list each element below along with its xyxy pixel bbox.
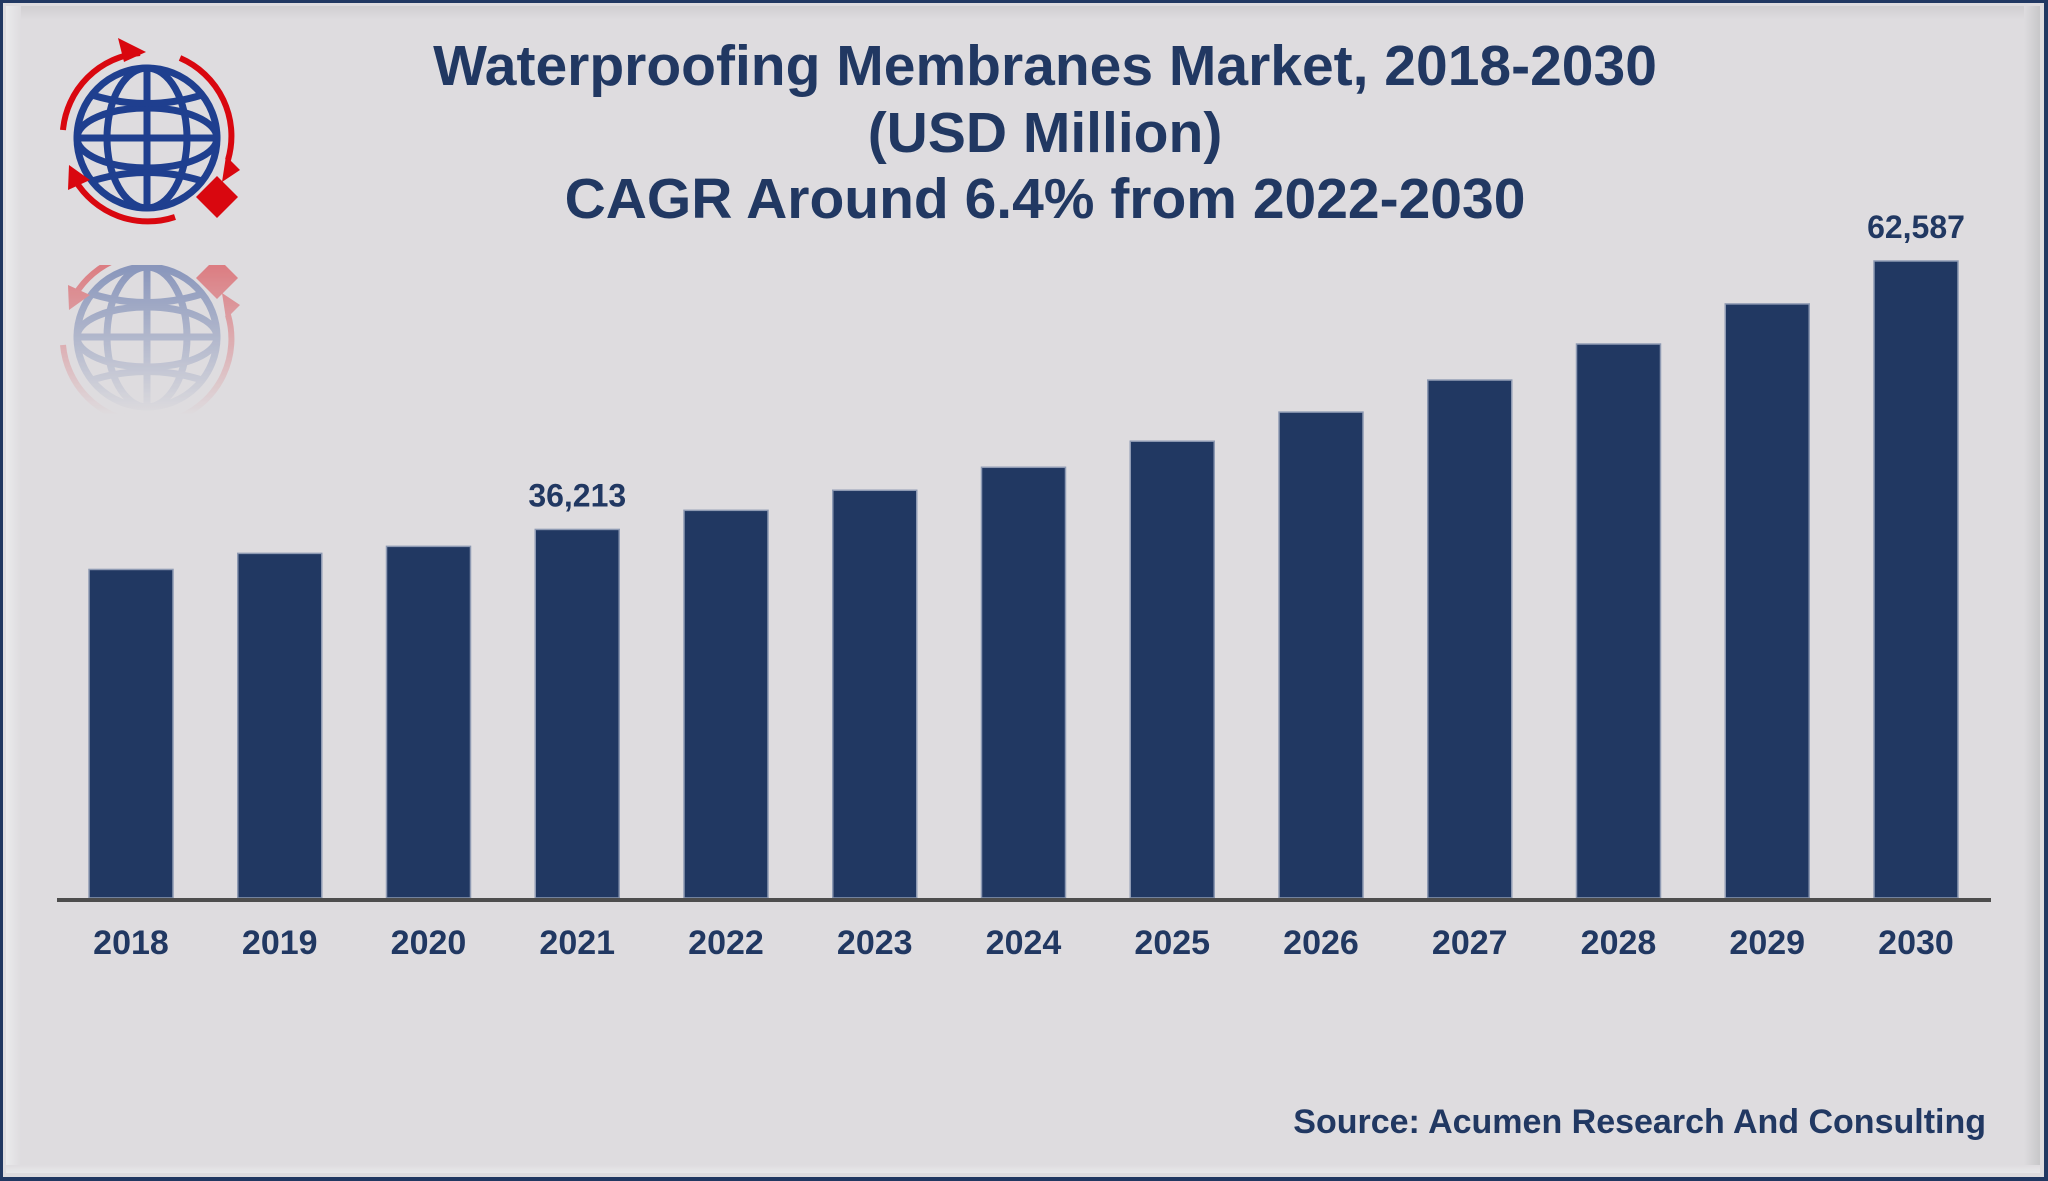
x-tick-label-2028: 2028	[1581, 924, 1657, 962]
bar-2028	[1575, 343, 1662, 899]
bar-2027	[1427, 379, 1513, 899]
x-tick-label-2030: 2030	[1878, 924, 1954, 962]
bar-2018	[88, 568, 174, 899]
chart-title: Waterproofing Membranes Market, 2018-203…	[433, 34, 1657, 231]
logo	[63, 38, 240, 437]
x-tick-label-2020: 2020	[391, 924, 467, 962]
data-label-2021: 36,213	[528, 477, 626, 513]
x-tick-label-2025: 2025	[1134, 924, 1210, 962]
x-tick-label-2029: 2029	[1729, 924, 1805, 962]
source-note: Source: Acumen Research And Consulting	[1293, 1103, 1986, 1141]
bar-2026	[1278, 411, 1364, 899]
x-tick-label-2022: 2022	[688, 924, 764, 962]
title-line-3: CAGR Around 6.4% from 2022-2030	[565, 167, 1526, 231]
bar-2022	[683, 509, 769, 899]
x-tick-label-2018: 2018	[93, 924, 169, 962]
bar-2019	[237, 552, 323, 899]
x-tick-label-2026: 2026	[1283, 924, 1359, 962]
bar-2029	[1724, 303, 1810, 899]
bar-2020	[385, 545, 472, 899]
frame-bevel-top	[6, 6, 2040, 20]
frame-bevel-bottom	[6, 1165, 2040, 1173]
data-label-2030: 62,587	[1867, 209, 1965, 245]
globe-with-circular-arrows-icon	[63, 38, 240, 221]
logo-reflection	[63, 254, 240, 437]
bar-2025	[1129, 440, 1215, 899]
frame-bevel-right	[2024, 6, 2040, 1173]
x-axis-tick-labels: 2018 2019 2020 2021 2022 2023 2024 2025 2026 2027…	[93, 924, 1954, 962]
x-tick-label-2023: 2023	[837, 924, 913, 962]
x-tick-label-2024: 2024	[986, 924, 1062, 962]
bar-2024	[980, 466, 1067, 899]
data-labels: 36,213 62,587	[528, 209, 1965, 513]
bar-2023	[832, 489, 918, 899]
x-tick-label-2019: 2019	[242, 924, 318, 962]
x-tick-label-2027: 2027	[1432, 924, 1508, 962]
title-line-1: Waterproofing Membranes Market, 2018-203…	[433, 34, 1657, 98]
title-line-2: (USD Million)	[868, 101, 1223, 165]
bar-2030	[1873, 260, 1959, 899]
bar-2021	[534, 528, 620, 899]
frame-bevel-left	[6, 6, 21, 1173]
bar-series	[88, 260, 1959, 899]
x-tick-label-2021: 2021	[539, 924, 615, 962]
